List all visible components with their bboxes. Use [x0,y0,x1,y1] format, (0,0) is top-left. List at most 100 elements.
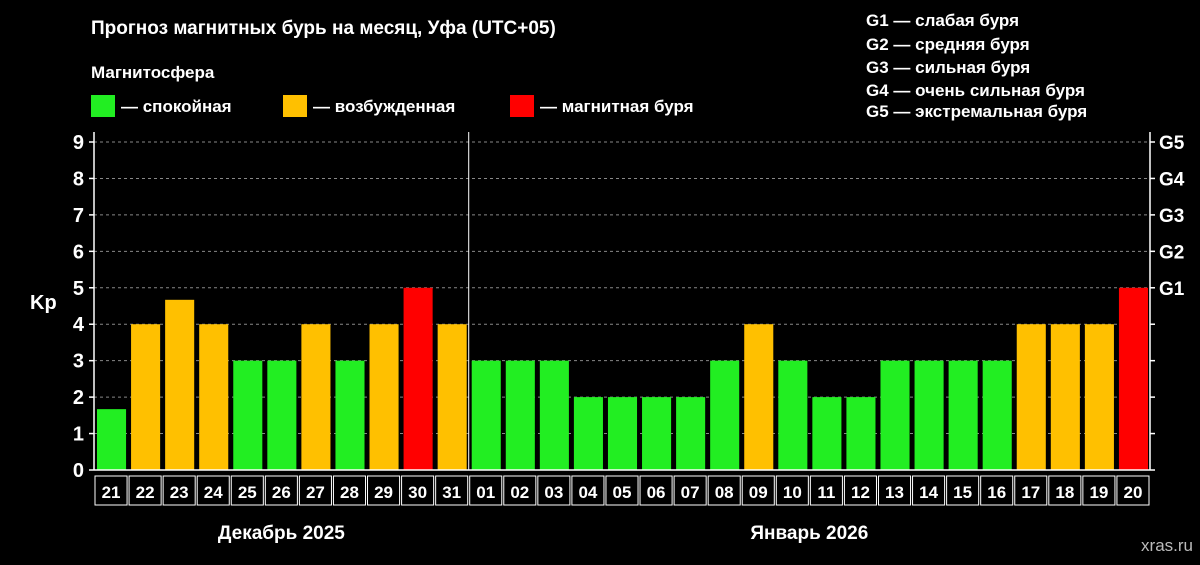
x-tick-box [94,475,128,506]
x-tick-box [503,475,537,506]
x-tick-box [673,475,707,506]
x-tick-box [435,475,469,506]
bar [335,360,365,470]
x-tick-label: 28 [340,483,359,502]
y-tick-label: 9 [73,132,84,154]
legend-label-active: — возбужденная [313,97,455,116]
x-tick-box [1014,475,1048,506]
bar [369,324,399,470]
bar [267,360,297,470]
x-tick-label: 13 [885,483,904,502]
y-tick-label: 4 [73,314,85,336]
x-tick-label: 22 [136,483,155,502]
y-tick-label: 0 [73,460,84,482]
legend-swatch-active [283,95,307,117]
y2-tick-label: G2 [1159,242,1184,263]
bar [539,360,569,470]
x-tick-box [877,475,912,506]
bar [676,397,706,470]
y-tick-label: 6 [73,241,84,263]
storm-scale-g1: G1 — слабая буря [866,11,1019,30]
x-tick-label: 15 [953,483,972,502]
storm-scale-g3: G3 — сильная буря [866,58,1030,77]
x-tick-label: 04 [578,483,597,502]
bar [744,324,774,470]
x-tick-box [980,475,1014,506]
x-tick-label: 11 [817,483,835,502]
x-tick-label: 02 [510,483,529,502]
bar [437,324,467,470]
storm-scale-g4: G4 — очень сильная буря [866,81,1085,100]
x-tick-label: 07 [681,483,700,502]
x-tick-box [843,475,877,506]
x-tick-box [809,475,843,506]
x-tick-box [332,475,367,506]
x-tick-box [605,475,639,506]
x-tick-label: 25 [238,483,257,502]
x-tick-box [298,475,332,506]
y-tick-label: 5 [73,278,84,300]
x-tick-label: 19 [1089,483,1108,502]
bar [97,409,127,470]
x-tick-label: 29 [374,483,393,502]
legend-title: Магнитосфера [91,63,215,82]
bar [607,397,638,470]
x-tick-box [571,475,605,506]
x-tick-label: 10 [783,483,802,502]
x-tick-label: 20 [1124,483,1143,502]
x-tick-box [639,475,673,506]
bar [1118,287,1148,470]
x-tick-box [741,475,775,506]
bar [1016,324,1046,470]
x-tick-box [128,475,162,506]
x-tick-label: 21 [102,483,121,502]
x-tick-box [196,475,230,506]
x-tick-label: 27 [306,483,325,502]
x-tick-box [162,475,196,506]
bar [914,360,944,470]
x-tick-box [230,475,264,506]
x-tick-box [401,475,435,506]
month-group-label: Январь 2026 [750,523,868,544]
x-tick-label: 14 [919,483,938,502]
bar [471,360,501,470]
x-tick-label: 30 [408,483,427,502]
x-tick-label: 06 [647,483,666,502]
bar [642,397,672,470]
bar [233,360,263,470]
bar [1084,324,1114,470]
y-tick-label: 2 [73,387,84,409]
x-tick-box [367,475,401,506]
chart-title: Прогноз магнитных бурь на месяц, Уфа (UT… [91,18,556,39]
y2-tick-label: G4 [1159,169,1185,190]
x-tick-label: 17 [1021,483,1040,502]
y-tick-label: 3 [73,351,84,373]
bar [505,360,535,470]
x-tick-label: 01 [476,483,495,502]
legend-swatch-quiet [91,95,115,117]
y2-tick-label: G5 [1159,133,1185,154]
bar [131,324,161,470]
y-tick-label: 7 [73,205,84,227]
x-tick-label: 18 [1055,483,1074,502]
x-tick-box [469,475,503,506]
legend-swatch-storm [510,95,534,117]
x-tick-label: 26 [272,483,291,502]
x-tick-box [912,475,946,506]
legend-label-quiet: — спокойная [121,97,232,116]
bar [301,324,331,470]
bar [982,360,1012,470]
storm-scale-g5: G5 — экстремальная буря [866,102,1087,121]
bar [948,360,978,470]
x-tick-box [264,475,298,506]
legend-label-storm: — магнитная буря [540,97,694,116]
y2-tick-label: G1 [1159,279,1185,300]
storm-scale-g2: G2 — средняя буря [866,35,1030,54]
x-tick-label: 08 [715,483,734,502]
bar [403,287,433,470]
x-tick-label: 31 [442,483,461,502]
bar [573,397,603,470]
x-tick-box [775,475,809,506]
bar [199,324,229,470]
